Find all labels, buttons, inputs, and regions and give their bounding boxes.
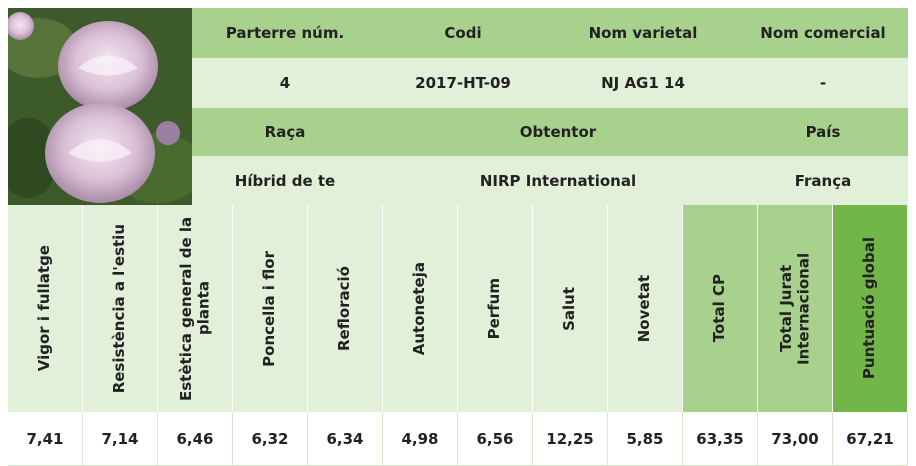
score-value: 6,56 [458, 412, 533, 466]
score-column-text: Total CP [711, 274, 728, 342]
origin-column: País [738, 108, 908, 156]
score-column-text: Autoneteja [411, 262, 428, 355]
score-value: 67,21 [833, 412, 908, 466]
score-column: Resistència a l'estiu [83, 205, 158, 412]
score-column: Salut [533, 205, 608, 412]
origin-column: Obtentor [378, 108, 738, 156]
score-column-text: Refloració [336, 266, 353, 351]
score-column-text: Puntuació global [861, 237, 878, 379]
header-column: Nom varietal [548, 8, 738, 58]
origin-value: França [738, 156, 908, 205]
score-column: Total Jurat Internacional [758, 205, 833, 412]
score-column: Perfum [458, 205, 533, 412]
score-column-text: Estètica general de la planta [178, 216, 213, 401]
origin-column: Raça [192, 108, 378, 156]
score-column: Poncella i flor [233, 205, 308, 412]
score-column-text: Salut [561, 287, 578, 331]
score-column: Novetat [608, 205, 683, 412]
score-value: 63,35 [683, 412, 758, 466]
score-column: Refloració [308, 205, 383, 412]
score-column-text: Poncella i flor [261, 251, 278, 367]
score-column-text: Novetat [636, 275, 653, 342]
header-value: 4 [192, 58, 378, 108]
score-column: Puntuació global [833, 205, 908, 412]
origin-value: NIRP International [378, 156, 738, 205]
score-value: 12,25 [533, 412, 608, 466]
score-column: Autoneteja [383, 205, 458, 412]
score-value: 7,14 [83, 412, 158, 466]
score-value: 5,85 [608, 412, 683, 466]
score-value: 6,46 [158, 412, 233, 466]
score-column-text: Vigor i fullatge [36, 245, 53, 371]
score-column: Total CP [683, 205, 758, 412]
rose-photo [8, 8, 192, 205]
score-value: 6,32 [233, 412, 308, 466]
score-column-text: Resistència a l'estiu [111, 224, 128, 393]
header-column: Codi [378, 8, 548, 58]
score-column-text: Total Jurat Internacional [778, 216, 813, 401]
header-value: - [738, 58, 908, 108]
header-value: 2017-HT-09 [378, 58, 548, 108]
page: Parterre núm.4Codi2017-HT-09Nom varietal… [0, 0, 916, 466]
score-value: 6,34 [308, 412, 383, 466]
header-column: Nom comercial [738, 8, 908, 58]
score-column-text: Perfum [486, 278, 503, 339]
header-column: Parterre núm. [192, 8, 378, 58]
score-value: 7,41 [8, 412, 83, 466]
score-value: 73,00 [758, 412, 833, 466]
score-column: Vigor i fullatge [8, 205, 83, 412]
score-column: Estètica general de la planta [158, 205, 233, 412]
header-value: NJ AG1 14 [548, 58, 738, 108]
origin-value: Híbrid de te [192, 156, 378, 205]
score-value: 4,98 [383, 412, 458, 466]
